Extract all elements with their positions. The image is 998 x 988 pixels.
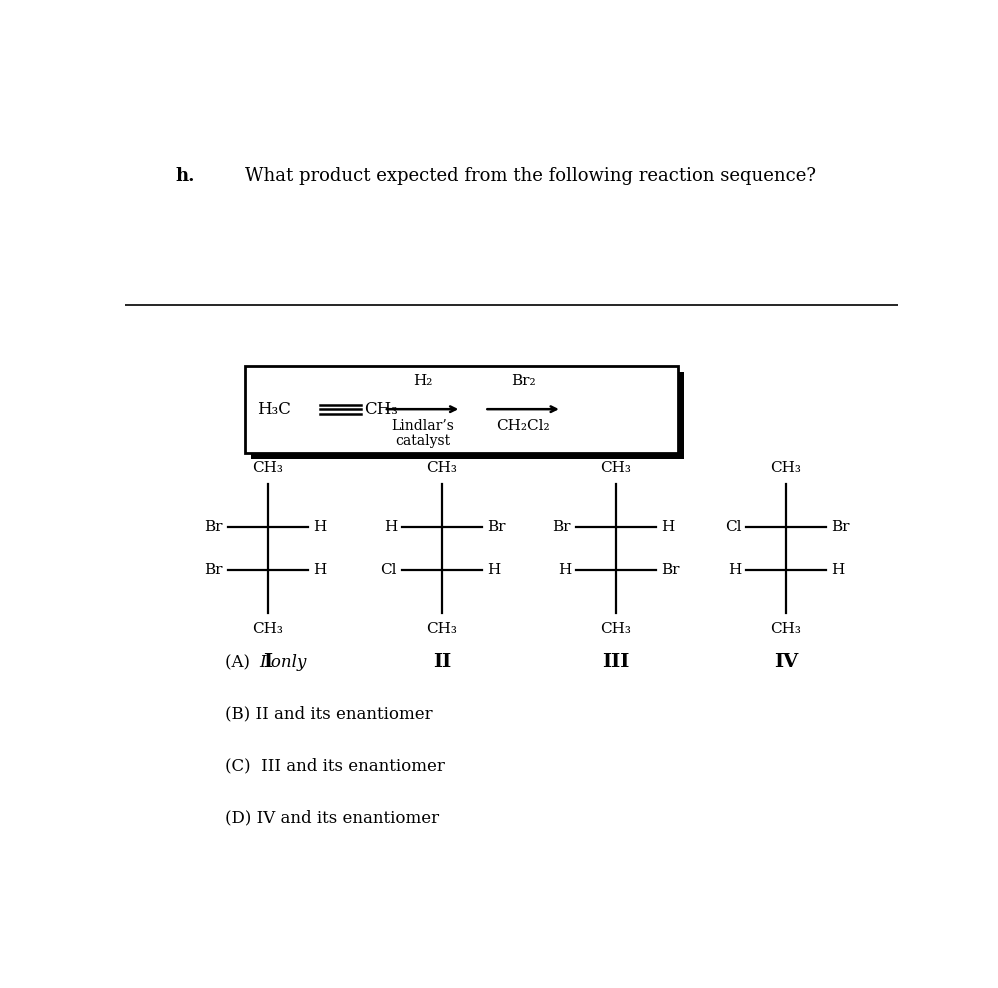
Text: I only: I only	[259, 654, 306, 671]
Bar	[245, 366, 678, 453]
Text: H: H	[384, 520, 397, 535]
Text: Cl: Cl	[380, 563, 397, 577]
Text: (C)  III and its enantiomer: (C) III and its enantiomer	[226, 758, 445, 775]
Text: II: II	[433, 653, 451, 671]
Text: H₂: H₂	[413, 373, 432, 388]
Text: Br: Br	[553, 520, 571, 535]
Text: Br: Br	[205, 520, 223, 535]
Text: CH₃: CH₃	[601, 622, 632, 636]
Text: (A): (A)	[226, 654, 255, 671]
Text: (D) IV and its enantiomer: (D) IV and its enantiomer	[226, 809, 439, 826]
Text: catalyst: catalyst	[395, 435, 450, 449]
Text: CH₃: CH₃	[426, 460, 457, 474]
Text: Br: Br	[661, 563, 680, 577]
Text: h.: h.	[175, 167, 195, 185]
Text: What product expected from the following reaction sequence?: What product expected from the following…	[245, 167, 815, 185]
Text: H: H	[558, 563, 571, 577]
Text: Br: Br	[487, 520, 505, 535]
Text: Br: Br	[205, 563, 223, 577]
Text: IV: IV	[773, 653, 798, 671]
Text: CH₃: CH₃	[364, 401, 398, 418]
Text: H: H	[728, 563, 742, 577]
Text: Lindlar’s: Lindlar’s	[391, 419, 454, 433]
Text: CH₂Cl₂: CH₂Cl₂	[496, 419, 550, 433]
Text: CH₃: CH₃	[601, 460, 632, 474]
Text: Br₂: Br₂	[511, 373, 535, 388]
Text: Br: Br	[831, 520, 849, 535]
Bar	[250, 371, 684, 459]
Text: H: H	[661, 520, 674, 535]
Text: CH₃: CH₃	[252, 622, 283, 636]
Text: H: H	[312, 563, 326, 577]
Text: CH₃: CH₃	[770, 622, 801, 636]
Text: III: III	[602, 653, 630, 671]
Text: CH₃: CH₃	[252, 460, 283, 474]
Text: CH₃: CH₃	[770, 460, 801, 474]
Text: I: I	[263, 653, 272, 671]
Text: H: H	[312, 520, 326, 535]
Text: H: H	[831, 563, 844, 577]
Text: (B) II and its enantiomer: (B) II and its enantiomer	[226, 705, 433, 723]
Text: Cl: Cl	[725, 520, 742, 535]
Text: CH₃: CH₃	[426, 622, 457, 636]
Text: H: H	[487, 563, 500, 577]
Text: H₃C: H₃C	[257, 401, 291, 418]
